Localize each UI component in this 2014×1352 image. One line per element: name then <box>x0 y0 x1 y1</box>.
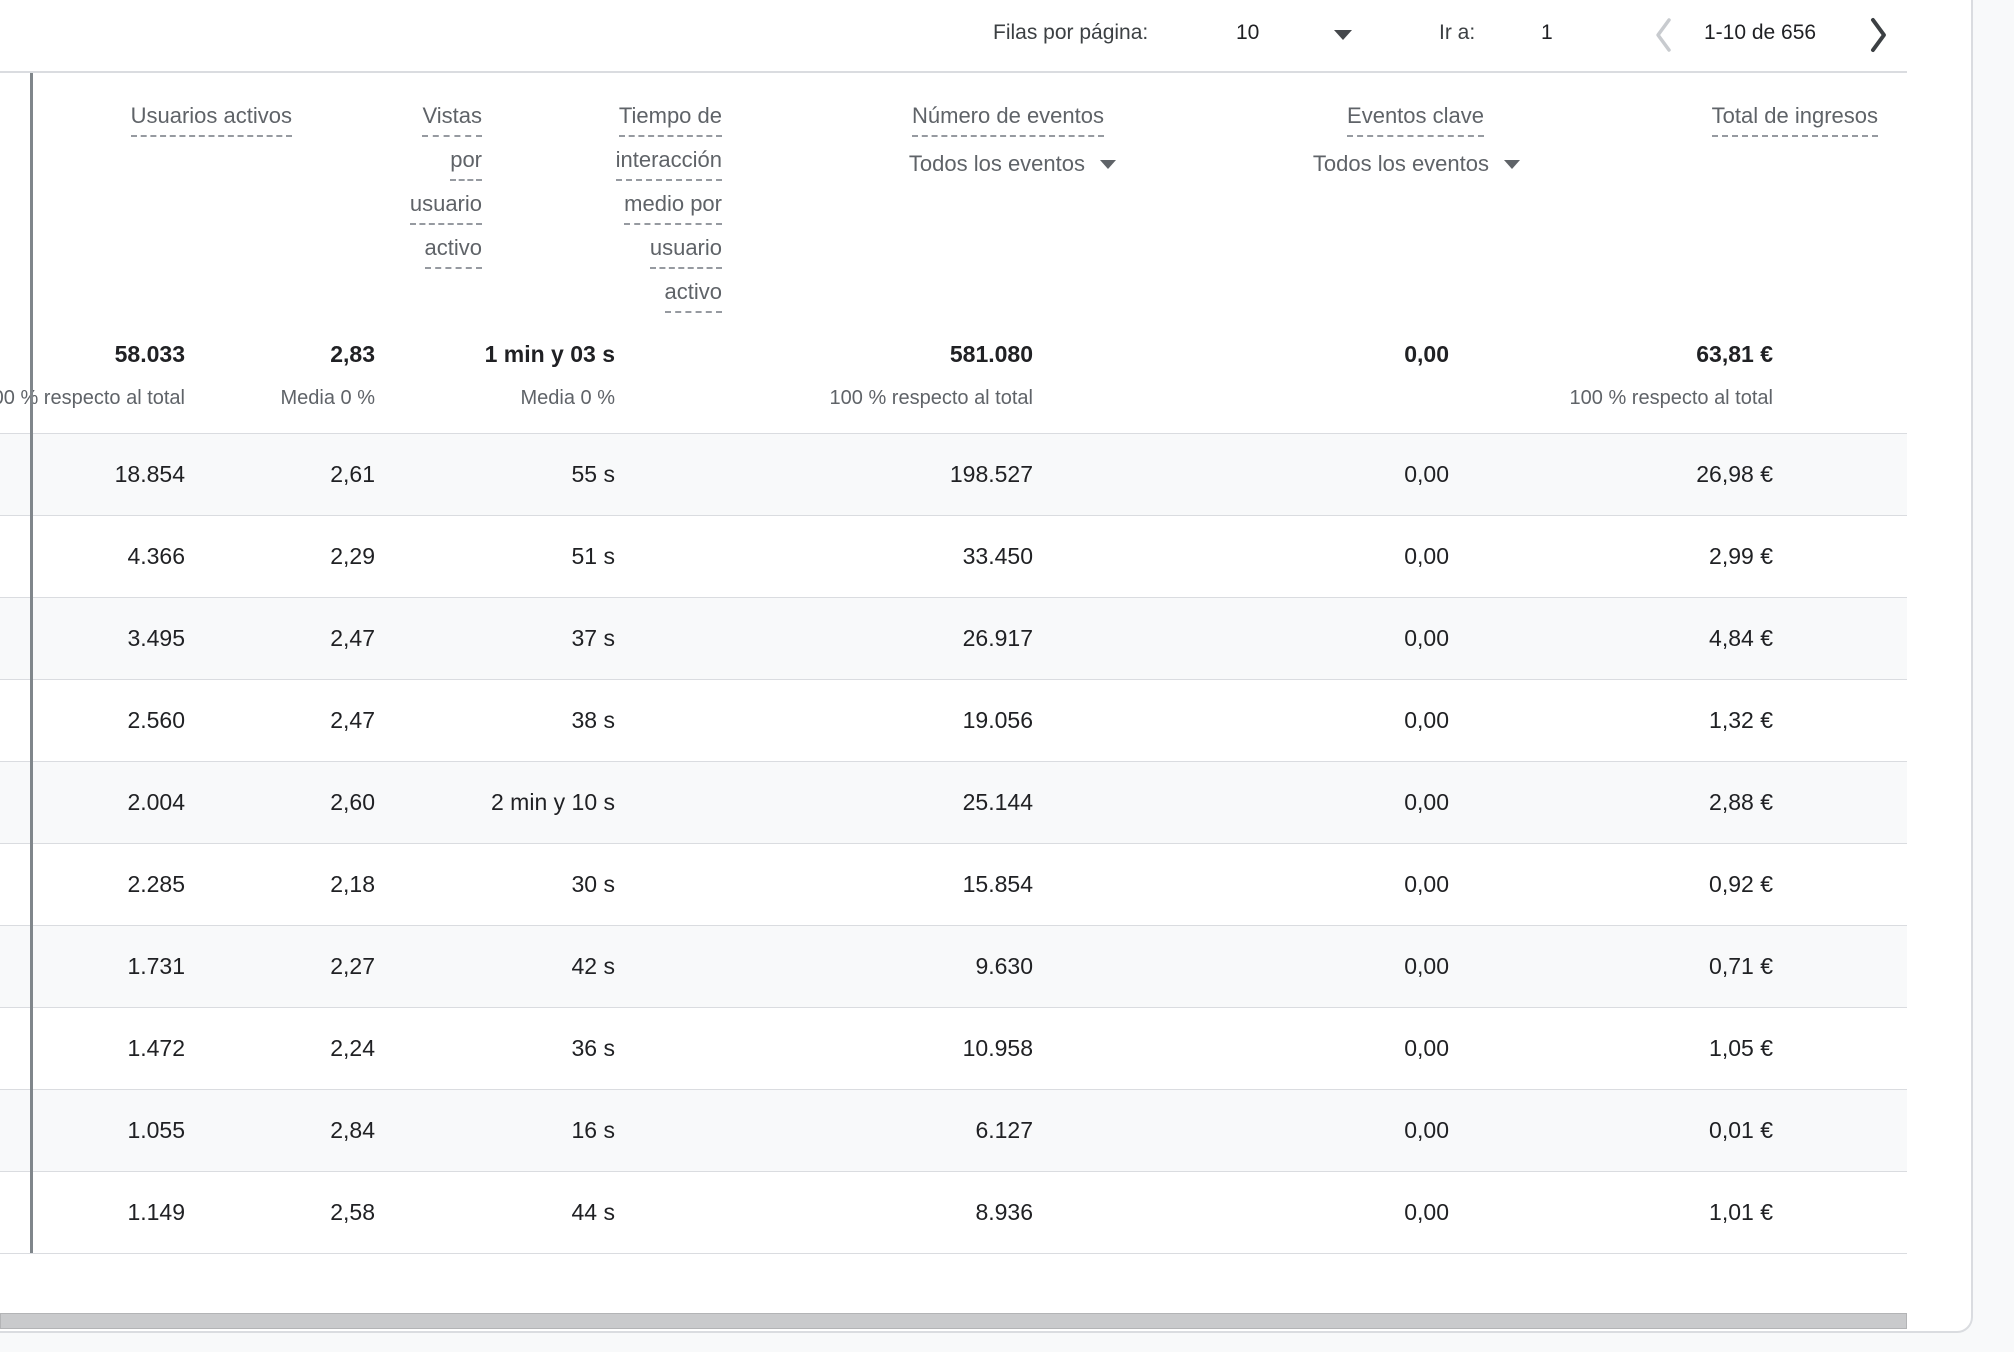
chevron-right-icon[interactable] <box>1864 13 1892 62</box>
column-header-views-per-user[interactable]: Vistas por usuario activo <box>409 103 482 279</box>
table-row: 2.560 2,47 38 s 19.056 0,00 1,32 € <box>0 679 1907 761</box>
summary-avg-engagement: 1 min y 03 s <box>484 341 615 367</box>
event-filter-dropdown[interactable]: Todos los eventos <box>909 151 1116 177</box>
arrow-drop-down-icon <box>1100 159 1116 169</box>
horizontal-scrollbar-thumb[interactable] <box>0 1313 1907 1329</box>
table-row: 1.472 2,24 36 s 10.958 0,00 1,05 € <box>0 1007 1907 1089</box>
summary-subtext: 100 % respecto al total <box>829 387 1033 409</box>
pagination-range: 1-10 de 656 <box>1704 21 1817 44</box>
key-event-filter-dropdown[interactable]: Todos los eventos <box>1313 151 1520 177</box>
summary-subtext: Media 0 % <box>520 387 616 409</box>
pagination-bar: Filas por página: 10 Ir a: 1 1-10 de 656 <box>0 0 1907 71</box>
summary-total-revenue: 63,81 € <box>1696 341 1773 367</box>
summary-subtext: Media 0 % <box>280 387 376 409</box>
table-row: 1.149 2,58 44 s 8.936 0,00 1,01 € <box>0 1171 1907 1253</box>
table-body: 18.854 2,61 55 s 198.527 0,00 26,98 € 4.366 2,… <box>0 433 1907 1254</box>
summary-row: 58.033 2,83 1 min y 03 s 581.080 0,00 63… <box>0 335 1907 433</box>
table-row: 2.285 2,18 30 s 15.854 0,00 0,92 € <box>0 843 1907 925</box>
column-header-event-count[interactable]: Número de eventos Todos los eventos <box>909 103 1116 177</box>
arrow-drop-down-icon <box>1504 159 1520 169</box>
go-to-input[interactable]: 1 <box>1541 21 1553 44</box>
go-to-label: Ir a: <box>1439 21 1476 44</box>
column-divider <box>30 73 33 1253</box>
table-row: 3.495 2,47 37 s 26.917 0,00 4,84 € <box>0 597 1907 679</box>
table-row: 1.055 2,84 16 s 6.127 0,00 0,01 € <box>0 1089 1907 1171</box>
table-row: 4.366 2,29 51 s 33.450 0,00 2,99 € <box>0 515 1907 597</box>
table-row: 1.731 2,27 42 s 9.630 0,00 0,71 € <box>0 925 1907 1007</box>
column-header-active-users[interactable]: Usuarios activos <box>130 103 292 147</box>
summary-subtext: 00 % respecto al total <box>0 387 185 409</box>
table-top-border <box>0 71 1907 73</box>
summary-key-events: 0,00 <box>1404 341 1449 367</box>
table-row: 18.854 2,61 55 s 198.527 0,00 26,98 € <box>0 433 1907 515</box>
table-row: 2.004 2,60 2 min y 10 s 25.144 0,00 2,88 € <box>0 761 1907 843</box>
chevron-left-icon[interactable] <box>1650 13 1678 62</box>
summary-active-users: 58.033 <box>114 341 185 367</box>
summary-subtext: 100 % respecto al total <box>1569 387 1773 409</box>
header-label: Usuarios activos <box>130 103 292 137</box>
column-header-total-revenue[interactable]: Total de ingresos <box>1711 103 1878 147</box>
summary-event-count: 581.080 <box>949 341 1033 367</box>
column-header-avg-engagement-time[interactable]: Tiempo de interacción medio por usuario … <box>615 103 722 323</box>
summary-views-per-user: 2,83 <box>330 341 375 367</box>
rows-per-page-select[interactable]: 10 <box>1236 21 1260 44</box>
arrow-drop-down-icon[interactable] <box>1334 30 1352 40</box>
column-header-key-events[interactable]: Eventos clave Todos los eventos <box>1313 103 1520 177</box>
rows-per-page-label: Filas por página: <box>993 21 1149 44</box>
